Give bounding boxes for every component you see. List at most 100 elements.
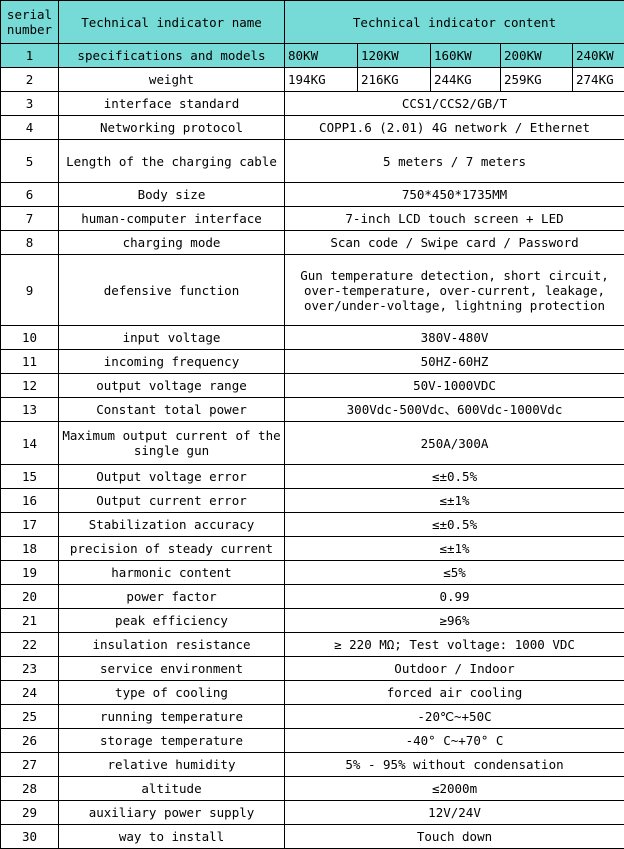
row-serial-27: 27 — [1, 753, 59, 777]
row-content-17: ≤±0.5% — [285, 513, 624, 537]
row-serial-28: 28 — [1, 777, 59, 801]
row-name-4: Networking protocol — [59, 116, 285, 140]
row-content-22: ≥ 220 MΩ; Test voltage: 1000 VDC — [285, 633, 624, 657]
row-content-21: ≥96% — [285, 609, 624, 633]
row-serial-26: 26 — [1, 729, 59, 753]
row-serial-4: 4 — [1, 116, 59, 140]
row-name-28: altitude — [59, 777, 285, 801]
row-serial-30: 30 — [1, 825, 59, 849]
row-serial-5: 5 — [1, 140, 59, 183]
row-serial-13: 13 — [1, 398, 59, 422]
row-serial-10: 10 — [1, 326, 59, 350]
row-content-4: COPP1.6 (2.01) 4G network / Ethernet — [285, 116, 624, 140]
row-name-21: peak efficiency — [59, 609, 285, 633]
header-indicator-content: Technical indicator content — [285, 1, 624, 44]
row-serial-11: 11 — [1, 350, 59, 374]
row-content-8: Scan code / Swipe card / Password — [285, 231, 624, 255]
row-serial-19: 19 — [1, 561, 59, 585]
row-name-12: output voltage range — [59, 374, 285, 398]
row-1-subcell-4: 240KW — [573, 44, 624, 68]
row-2-subcell-2: 244KG — [431, 68, 501, 92]
row-name-5: Length of the charging cable — [59, 140, 285, 183]
row-content-20: 0.99 — [285, 585, 624, 609]
row-content-29: 12V/24V — [285, 801, 624, 825]
row-content-14: 250A/300A — [285, 422, 624, 465]
row-serial-24: 24 — [1, 681, 59, 705]
row-name-13: Constant total power — [59, 398, 285, 422]
row-content-28: ≤2000m — [285, 777, 624, 801]
row-content-11: 50HZ-60HZ — [285, 350, 624, 374]
row-name-6: Body size — [59, 183, 285, 207]
row-content-13: 300Vdc-500Vdc、600Vdc-1000Vdc — [285, 398, 624, 422]
row-content-15: ≤±0.5% — [285, 465, 624, 489]
row-serial-7: 7 — [1, 207, 59, 231]
row-name-10: input voltage — [59, 326, 285, 350]
row-name-2: weight — [59, 68, 285, 92]
row-content-27: 5% - 95% without condensation — [285, 753, 624, 777]
row-name-18: precision of steady current — [59, 537, 285, 561]
row-serial-8: 8 — [1, 231, 59, 255]
row-name-19: harmonic content — [59, 561, 285, 585]
row-content-3: CCS1/CCS2/GB/T — [285, 92, 624, 116]
row-content-23: Outdoor / Indoor — [285, 657, 624, 681]
row-name-17: Stabilization accuracy — [59, 513, 285, 537]
row-1-subcell-3: 200KW — [501, 44, 573, 68]
row-serial-15: 15 — [1, 465, 59, 489]
row-content-25: -20℃~+50C — [285, 705, 624, 729]
row-name-14: Maximum output current of the single gun — [59, 422, 285, 465]
row-name-29: auxiliary power supply — [59, 801, 285, 825]
row-content-26: -40° C~+70° C — [285, 729, 624, 753]
row-serial-1: 1 — [1, 44, 59, 68]
row-name-7: human-computer interface — [59, 207, 285, 231]
row-serial-16: 16 — [1, 489, 59, 513]
row-name-25: running temperature — [59, 705, 285, 729]
row-name-15: Output voltage error — [59, 465, 285, 489]
row-name-11: incoming frequency — [59, 350, 285, 374]
row-content-12: 50V-1000VDC — [285, 374, 624, 398]
row-serial-23: 23 — [1, 657, 59, 681]
row-serial-2: 2 — [1, 68, 59, 92]
row-name-8: charging mode — [59, 231, 285, 255]
row-serial-17: 17 — [1, 513, 59, 537]
row-content-19: ≤5% — [285, 561, 624, 585]
row-serial-20: 20 — [1, 585, 59, 609]
row-content-18: ≤±1% — [285, 537, 624, 561]
row-1-subcell-0: 80KW — [285, 44, 358, 68]
row-name-22: insulation resistance — [59, 633, 285, 657]
row-1-subcell-2: 160KW — [431, 44, 501, 68]
row-content-5: 5 meters / 7 meters — [285, 140, 624, 183]
row-name-9: defensive function — [59, 255, 285, 326]
row-name-27: relative humidity — [59, 753, 285, 777]
row-serial-21: 21 — [1, 609, 59, 633]
row-name-16: Output current error — [59, 489, 285, 513]
row-serial-9: 9 — [1, 255, 59, 326]
row-2-subcell-0: 194KG — [285, 68, 358, 92]
row-serial-22: 22 — [1, 633, 59, 657]
row-2-subcell-1: 216KG — [358, 68, 431, 92]
row-serial-12: 12 — [1, 374, 59, 398]
